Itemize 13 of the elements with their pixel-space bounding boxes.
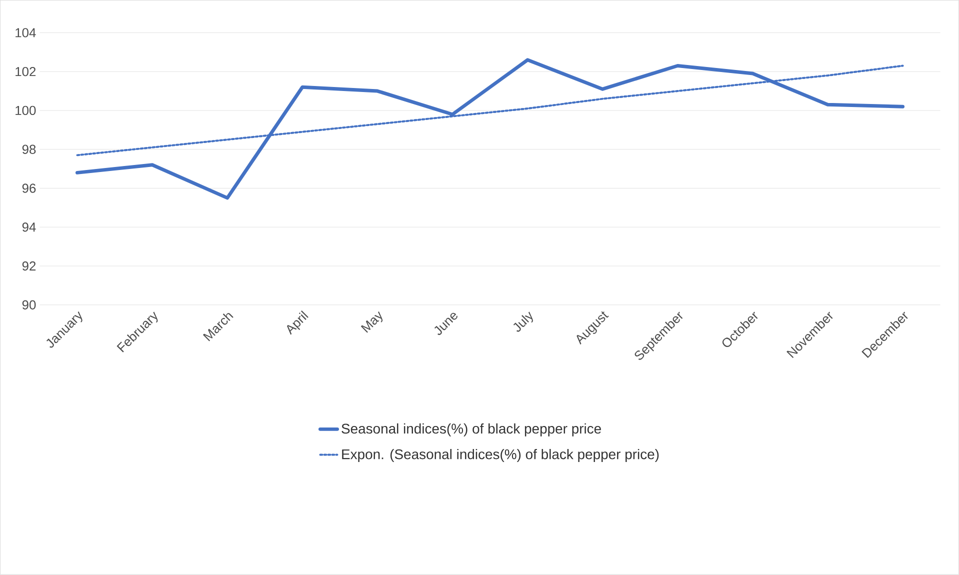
y-tick-label: 104 [16, 28, 36, 38]
y-tick-label: 96 [22, 184, 36, 193]
y-tick-label: 94 [22, 222, 36, 232]
line-series [76, 58, 905, 200]
y-tick-label: 92 [22, 262, 36, 271]
y-tick-label: 100 [16, 106, 36, 116]
legend-label: Expon. (Seasonal indices(%) of black pepper price) [342, 449, 659, 462]
legend-label: Seasonal indices(%) of black pepper price [342, 424, 601, 437]
y-tick-label: 98 [22, 144, 36, 154]
x-tick-label: May [360, 311, 383, 333]
x-tick-label: July [513, 312, 533, 332]
y-tick-label: 90 [22, 300, 36, 310]
y-tick-label: 102 [16, 67, 36, 76]
